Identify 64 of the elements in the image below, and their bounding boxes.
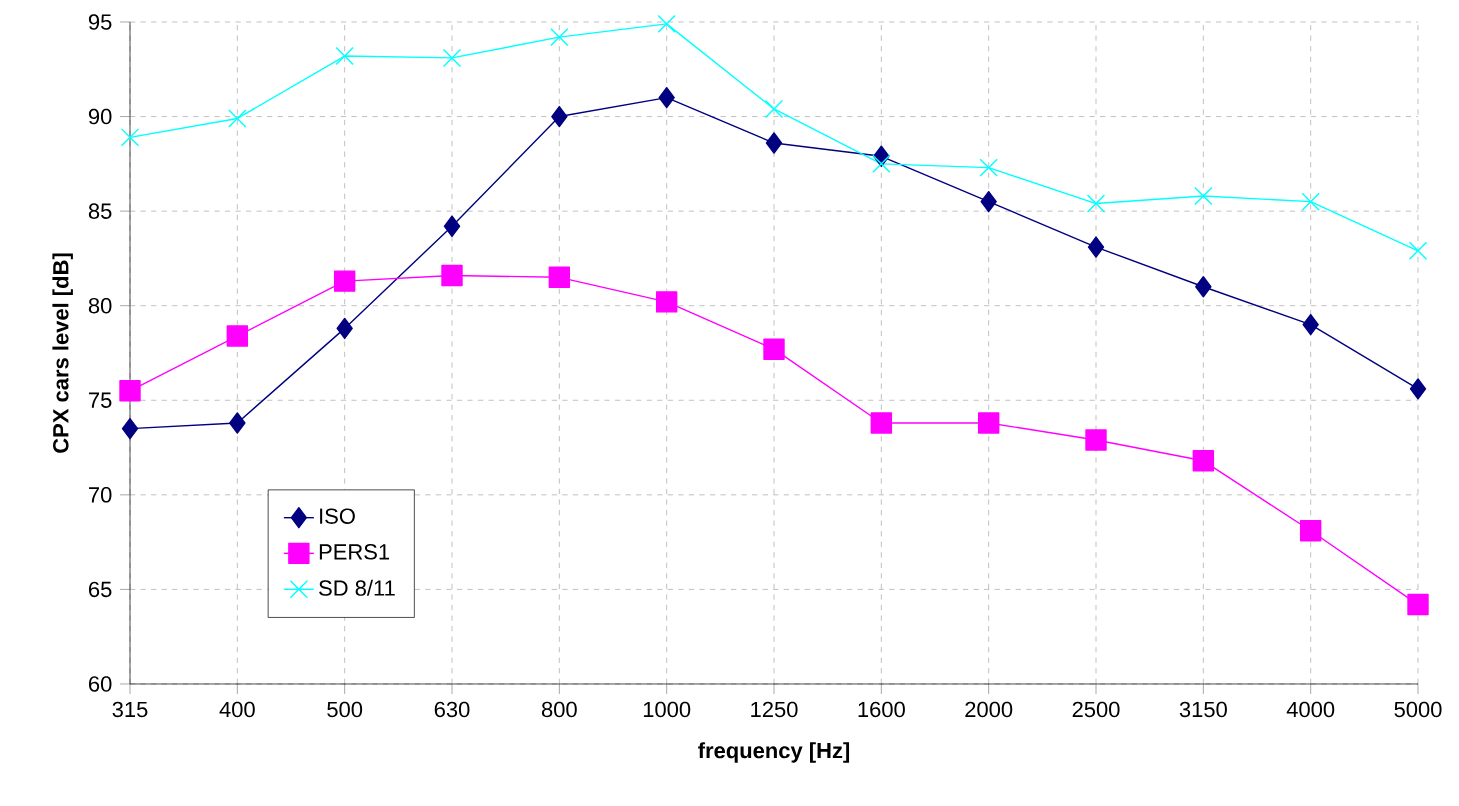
point: [333, 270, 356, 292]
point: [442, 48, 462, 68]
point: [1299, 520, 1322, 542]
x-tick-label: 1600: [858, 701, 905, 718]
point: [763, 338, 785, 360]
point: [765, 132, 783, 154]
y-tick-label: 70: [89, 487, 112, 503]
point: [443, 215, 461, 237]
y-tick-label: 90: [88, 108, 112, 125]
legend-label: PERS1: [319, 544, 390, 560]
y-axis-title: CPX cars level [dB]: [52, 253, 73, 453]
x-tick-label: 4000: [1286, 701, 1335, 718]
point: [1408, 241, 1428, 261]
legend-label: ISO: [320, 508, 355, 524]
point: [119, 380, 141, 402]
point: [1301, 192, 1320, 211]
x-tick-label: 2000: [965, 701, 1013, 718]
x-axis-title: frequency [Hz]: [698, 742, 850, 763]
y-tick-label: 85: [88, 203, 112, 219]
point: [548, 266, 571, 289]
point: [1192, 450, 1215, 472]
point: [551, 105, 568, 128]
point: [1407, 593, 1429, 616]
y-tick-label: 60: [89, 676, 112, 692]
y-tick-label: 65: [89, 581, 112, 598]
y-tick-label: 75: [89, 392, 112, 408]
point: [1409, 378, 1427, 400]
point: [226, 325, 249, 347]
point: [1085, 429, 1107, 451]
x-tick-label: 5000: [1394, 701, 1442, 718]
legend-label: SD 8/11: [319, 579, 395, 596]
x-tick-label: 800: [541, 701, 577, 718]
point: [228, 109, 247, 128]
point: [336, 317, 353, 340]
x-tick-label: 1250: [751, 701, 798, 718]
x-tick-label: 630: [434, 701, 470, 718]
point: [870, 412, 893, 434]
point: [1087, 236, 1105, 258]
point: [1086, 194, 1106, 213]
y-tick-label: 95: [88, 14, 112, 30]
x-tick-label: 315: [112, 701, 148, 718]
point: [1195, 276, 1212, 298]
point: [657, 14, 676, 34]
point: [764, 99, 784, 119]
point: [335, 46, 354, 66]
point: [658, 86, 675, 109]
point: [979, 158, 998, 177]
point: [550, 27, 569, 47]
point: [229, 412, 246, 434]
point: [121, 417, 139, 440]
y-tick-label: 80: [88, 297, 112, 314]
x-tick-label: 1000: [643, 701, 691, 718]
point: [441, 264, 463, 287]
point: [1302, 313, 1319, 336]
point: [1194, 186, 1213, 206]
x-tick-label: 400: [219, 701, 255, 718]
point: [980, 190, 997, 213]
point: [120, 128, 140, 147]
point: [872, 154, 891, 174]
point: [655, 291, 678, 313]
x-tick-label: 3150: [1179, 701, 1227, 718]
x-tick-label: 500: [327, 701, 363, 718]
x-tick-label: 2500: [1072, 701, 1120, 718]
point: [977, 412, 1000, 434]
